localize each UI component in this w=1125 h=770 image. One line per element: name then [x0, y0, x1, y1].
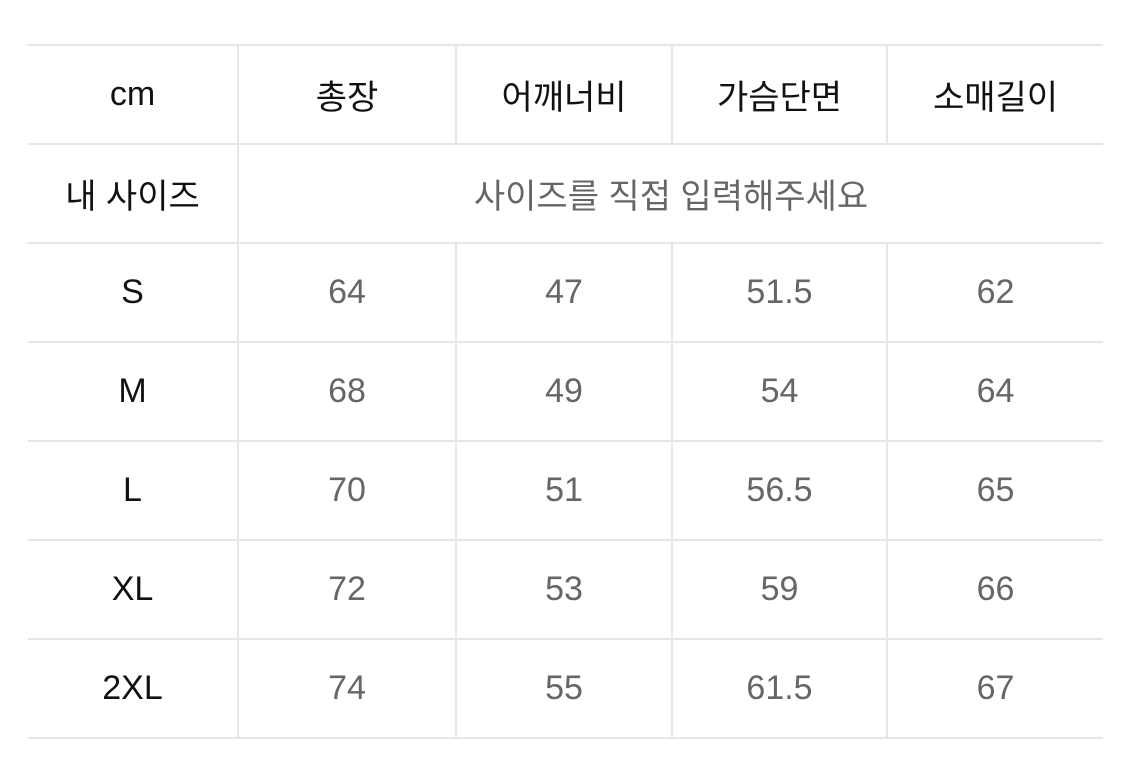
measurement-cell: 64: [886, 341, 1103, 442]
measurement-cell: 62: [886, 242, 1103, 343]
my-size-row: 내 사이즈 사이즈를 직접 입력해주세요: [28, 143, 1103, 244]
column-header: 소매길이: [886, 44, 1103, 145]
measurement-cell: 56.5: [671, 440, 887, 541]
size-label: XL: [28, 539, 238, 640]
measurement-cell: 55: [455, 638, 672, 739]
measurement-cell: 66: [886, 539, 1103, 640]
measurement-cell: 68: [237, 341, 456, 442]
measurement-cell: 49: [455, 341, 672, 442]
measurement-cell: 61.5: [671, 638, 887, 739]
measurement-cell: 53: [455, 539, 672, 640]
size-label: M: [28, 341, 238, 442]
measurement-cell: 64: [237, 242, 456, 343]
measurement-cell: 70: [237, 440, 456, 541]
header-row: cm 총장 어깨너비 가슴단면 소매길이: [28, 44, 1103, 145]
measurement-cell: 51: [455, 440, 672, 541]
measurement-cell: 54: [671, 341, 887, 442]
column-header: 어깨너비: [455, 44, 672, 145]
measurement-cell: 65: [886, 440, 1103, 541]
my-size-input[interactable]: 사이즈를 직접 입력해주세요: [237, 143, 1103, 244]
table-row: XL 72 53 59 66: [28, 539, 1103, 640]
size-label: L: [28, 440, 238, 541]
size-label: S: [28, 242, 238, 343]
measurement-cell: 47: [455, 242, 672, 343]
table-row: 2XL 74 55 61.5 67: [28, 638, 1103, 739]
column-header: 총장: [237, 44, 456, 145]
table-row: S 64 47 51.5 62: [28, 242, 1103, 343]
size-chart-table: cm 총장 어깨너비 가슴단면 소매길이 내 사이즈 사이즈를 직접 입력해주세…: [28, 44, 1103, 739]
measurement-cell: 51.5: [671, 242, 887, 343]
measurement-cell: 59: [671, 539, 887, 640]
table-row: L 70 51 56.5 65: [28, 440, 1103, 541]
column-header: 가슴단면: [671, 44, 887, 145]
measurement-cell: 72: [237, 539, 456, 640]
table-row: M 68 49 54 64: [28, 341, 1103, 442]
unit-header: cm: [28, 44, 238, 145]
size-label: 2XL: [28, 638, 238, 739]
measurement-cell: 67: [886, 638, 1103, 739]
my-size-label: 내 사이즈: [28, 143, 238, 244]
measurement-cell: 74: [237, 638, 456, 739]
